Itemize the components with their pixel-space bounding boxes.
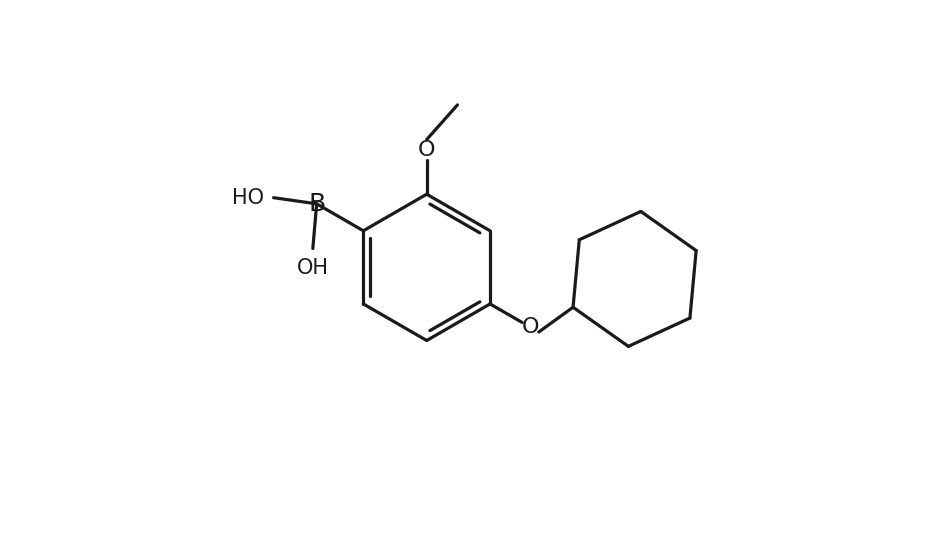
Text: O: O [418,139,436,160]
Text: HO: HO [233,187,264,208]
Text: B: B [308,192,325,216]
Text: O: O [521,317,539,337]
Text: OH: OH [297,258,329,278]
